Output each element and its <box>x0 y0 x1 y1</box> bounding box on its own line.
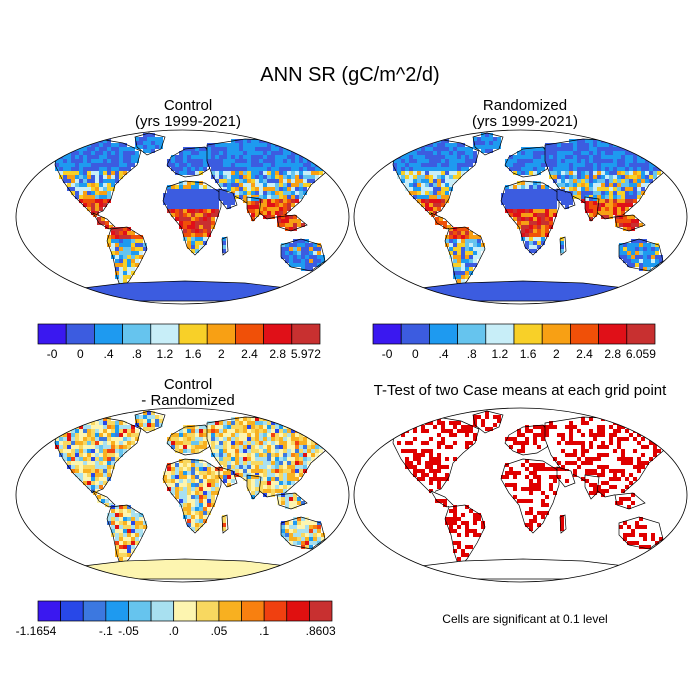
colorbar-swatch <box>173 600 197 622</box>
difference-map <box>15 407 350 583</box>
colorbar-swatch <box>60 600 84 622</box>
colorbar-tick-label: 2.4 <box>241 347 258 361</box>
randomized-title-line1: Randomized <box>482 97 568 114</box>
colorbar-tick-label: 6.059 <box>626 347 656 361</box>
colorbar-tick-label: -.05 <box>118 624 139 638</box>
colorbar-swatch <box>65 323 95 345</box>
colorbar-swatch <box>263 323 293 345</box>
colorbar-swatch <box>291 323 321 345</box>
control-title-line1: Control <box>163 97 213 114</box>
colorbar-tick-label: -.1 <box>99 624 113 638</box>
control-colorbar: -0 0 .4 .8 1.2 1.6 2 2.4 2.8 5.972 <box>37 323 321 361</box>
colorbar-swatch <box>206 323 236 345</box>
control-map <box>15 129 350 305</box>
colorbar-swatch <box>128 600 152 622</box>
colorbar-swatch <box>286 600 310 622</box>
colorbar-tick-label: -0 <box>382 347 393 361</box>
colorbar-swatch <box>150 600 175 622</box>
colorbar-tick-label: .8 <box>132 347 142 361</box>
colorbar-tick-label: .8 <box>467 347 477 361</box>
colorbar-tick-label: 1.6 <box>520 347 537 361</box>
randomized-map <box>353 129 688 305</box>
colorbar-swatch <box>105 600 129 622</box>
colorbar-swatch <box>372 323 402 345</box>
control-panel-title: Control (yrs 1999-2021) <box>88 98 288 130</box>
colorbar-swatch <box>457 323 487 345</box>
colorbar-swatch <box>570 323 599 345</box>
colorbar-swatch <box>37 323 67 345</box>
colorbar-tick-label: 0 <box>412 347 419 361</box>
colorbar-tick-label: .4 <box>438 347 448 361</box>
colorbar-tick-label: .0 <box>169 624 179 638</box>
colorbar-tick-label: 2 <box>218 347 225 361</box>
colorbar-tick-label: 5.972 <box>291 347 321 361</box>
colorbar-tick-label: .8603 <box>306 624 336 638</box>
colorbar-swatch <box>218 600 242 622</box>
colorbar-swatch <box>150 323 180 345</box>
colorbar-tick-label: 1.6 <box>185 347 202 361</box>
difference-colorbar: -1.1654 -.1 -.05 .0 .05 .1 .8603 <box>16 600 336 638</box>
colorbar-swatch <box>513 323 543 345</box>
colorbar-swatch <box>541 323 571 345</box>
colorbar-tick-label: 2.4 <box>576 347 593 361</box>
colorbar-swatch <box>94 323 123 345</box>
randomized-title-line2: (yrs 1999-2021) <box>472 113 578 130</box>
colorbar-tick-label: 0 <box>77 347 84 361</box>
difference-title-line2: - Randomized <box>141 392 235 409</box>
difference-panel-title: Control - Randomized <box>88 377 288 409</box>
figure-title: ANN SR (gC/m^2/d) <box>260 64 440 86</box>
colorbar-tick-label: 1.2 <box>157 347 174 361</box>
colorbar-swatch <box>400 323 430 345</box>
ttest-map <box>353 407 688 583</box>
colorbar-swatch <box>309 600 333 622</box>
colorbar-swatch <box>598 323 628 345</box>
colorbar-swatch <box>178 323 208 345</box>
colorbar-tick-label: 2.8 <box>269 347 286 361</box>
colorbar-tick-label: -0 <box>47 347 58 361</box>
randomized-panel-title: Randomized (yrs 1999-2021) <box>425 98 625 130</box>
significance-note: Cells are significant at 0.1 level <box>442 612 608 626</box>
colorbar-swatch <box>122 323 152 345</box>
colorbar-swatch <box>263 600 288 622</box>
colorbar-tick-label: .1 <box>259 624 269 638</box>
colorbar-swatch <box>235 323 264 345</box>
colorbar-swatch <box>626 323 656 345</box>
ttest-panel-title: T-Test of two Case means at each grid po… <box>350 383 690 399</box>
randomized-colorbar: -0 0 .4 .8 1.2 1.6 2 2.4 2.8 6.059 <box>372 323 656 361</box>
colorbar-tick-label: .05 <box>211 624 228 638</box>
colorbar-swatch <box>485 323 515 345</box>
colorbar-swatch <box>82 600 107 622</box>
ttest-title-line1: T-Test of two Case means at each grid po… <box>373 382 667 399</box>
colorbar-tick-label: 2.8 <box>604 347 621 361</box>
colorbar-swatch <box>195 600 220 622</box>
colorbar-swatch <box>241 600 265 622</box>
difference-title-line1: Control <box>163 376 213 393</box>
colorbar-swatch <box>429 323 458 345</box>
colorbar-tick-label: -1.1654 <box>16 624 57 638</box>
colorbar-tick-label: 1.2 <box>492 347 509 361</box>
control-title-line2: (yrs 1999-2021) <box>135 113 241 130</box>
colorbar-tick-label: 2 <box>553 347 560 361</box>
colorbar-tick-label: .4 <box>103 347 113 361</box>
colorbar-swatch <box>37 600 61 622</box>
